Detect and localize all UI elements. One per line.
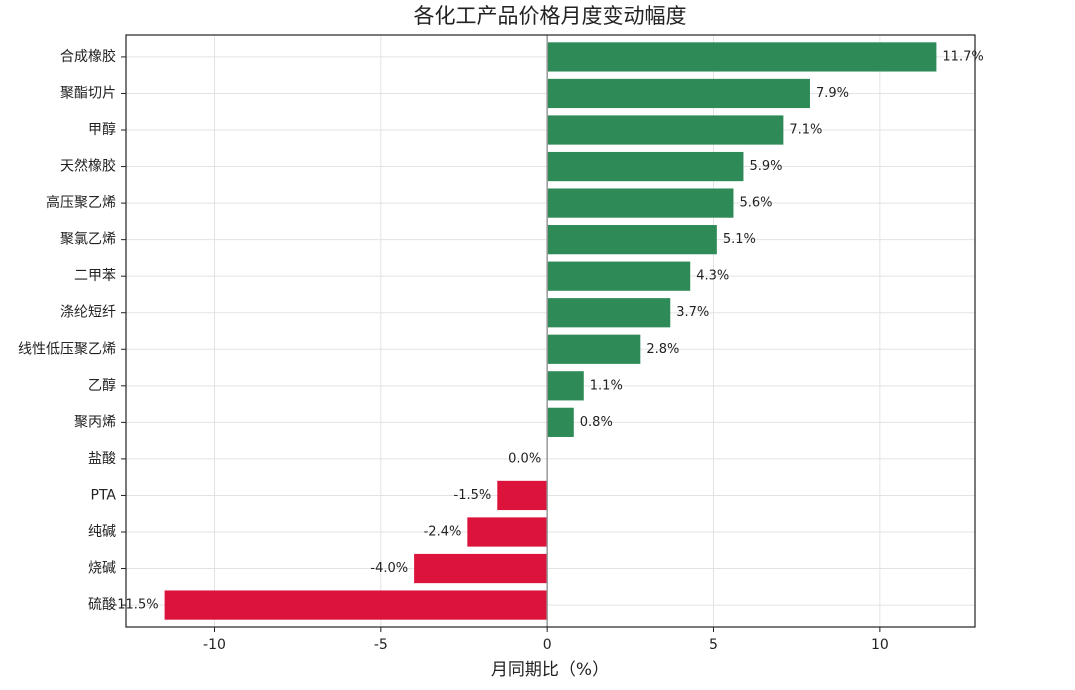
value-label: 2.8% bbox=[646, 342, 679, 357]
value-label: 7.1% bbox=[789, 123, 822, 138]
y-tick-label: 线性低压聚乙烯 bbox=[18, 341, 116, 357]
y-tick-label: 烧碱 bbox=[88, 561, 116, 577]
y-tick-label: 聚丙烯 bbox=[74, 414, 116, 430]
y-tick-label: PTA bbox=[91, 487, 117, 503]
value-label: 1.1% bbox=[590, 378, 623, 393]
x-axis-label: 月同期比（%） bbox=[491, 660, 609, 680]
chart-title: 各化工产品价格月度变动幅度 bbox=[414, 4, 687, 28]
x-tick-label: 5 bbox=[709, 637, 718, 653]
bar bbox=[497, 480, 548, 511]
value-label: 4.3% bbox=[696, 269, 729, 284]
plot-frame bbox=[125, 34, 976, 628]
y-tick-label: 甲醇 bbox=[88, 121, 116, 138]
value-label: 5.6% bbox=[739, 196, 772, 211]
value-label: -2.4% bbox=[424, 524, 462, 539]
value-label: 11.7% bbox=[942, 49, 983, 64]
y-tick-label: 合成橡胶 bbox=[60, 48, 116, 65]
y-tick-label: 乙醇 bbox=[88, 377, 116, 394]
bar bbox=[547, 188, 734, 218]
y-tick-label: 盐酸 bbox=[88, 451, 116, 467]
y-tick-label: 聚氯乙烯 bbox=[60, 232, 116, 248]
value-label: 5.1% bbox=[723, 232, 756, 247]
value-label: 5.9% bbox=[749, 159, 782, 174]
value-label: 0.0% bbox=[508, 451, 541, 466]
bar bbox=[414, 553, 548, 584]
x-tick-label: -10 bbox=[203, 637, 226, 653]
value-label: 0.8% bbox=[580, 415, 613, 430]
bar bbox=[547, 261, 691, 291]
y-tick-label: 二甲苯 bbox=[74, 267, 116, 284]
value-label: 7.9% bbox=[816, 86, 849, 101]
y-tick-label: 天然橡胶 bbox=[60, 158, 116, 175]
bar bbox=[164, 590, 548, 620]
y-tick-label: 硫酸 bbox=[88, 597, 116, 613]
y-tick-label: 纯碱 bbox=[88, 524, 116, 540]
bar bbox=[547, 371, 584, 401]
value-label: -11.5% bbox=[113, 598, 159, 613]
bar bbox=[547, 298, 671, 328]
value-label: -1.5% bbox=[454, 488, 492, 503]
bar bbox=[547, 78, 810, 109]
bar bbox=[547, 115, 784, 145]
value-label: -4.0% bbox=[370, 561, 408, 576]
value-label: 3.7% bbox=[676, 305, 709, 320]
y-tick-label: 高压聚乙烯 bbox=[46, 194, 116, 211]
bar bbox=[547, 225, 717, 255]
y-tick-label: 涤纶短纤 bbox=[60, 305, 116, 321]
bar bbox=[547, 407, 574, 437]
y-tick-label: 聚酯切片 bbox=[60, 85, 116, 101]
x-tick-label: 0 bbox=[543, 637, 552, 653]
bar bbox=[547, 151, 744, 182]
bar bbox=[467, 517, 548, 547]
bar bbox=[547, 42, 937, 72]
x-tick-label: 10 bbox=[871, 637, 889, 653]
x-tick-label: -5 bbox=[374, 637, 388, 653]
bar bbox=[547, 334, 641, 364]
